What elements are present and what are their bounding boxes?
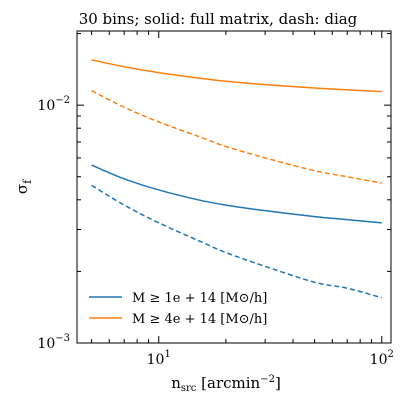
legend-label-orange: M ≥ 4e + 14 [M⊙/h]	[132, 312, 267, 327]
y-tick-label: 10−3	[37, 333, 70, 352]
x-tick-label: 101	[147, 349, 171, 368]
x-axis-label: nsrc [arcmin−2]	[171, 374, 281, 394]
legend-label-blue: M ≥ 1e + 14 [M⊙/h]	[132, 291, 267, 306]
y-axis-label: σf	[13, 179, 34, 194]
plot-area	[77, 31, 391, 344]
series-line-2-solid	[91, 59, 382, 93]
x-tick-label: 102	[370, 349, 394, 368]
series-line-0-solid	[91, 164, 382, 224]
chart-title: 30 bins; solid: full matrix, dash: diag	[79, 10, 358, 28]
y-tick-label: 10−2	[37, 95, 70, 114]
plot-frame	[76, 30, 392, 344]
legend: M ≥ 1e + 14 [M⊙/h] M ≥ 4e + 14 [M⊙/h]	[89, 291, 267, 327]
series-line-1-dashed	[91, 184, 382, 299]
series-line-3-dashed	[91, 90, 382, 184]
